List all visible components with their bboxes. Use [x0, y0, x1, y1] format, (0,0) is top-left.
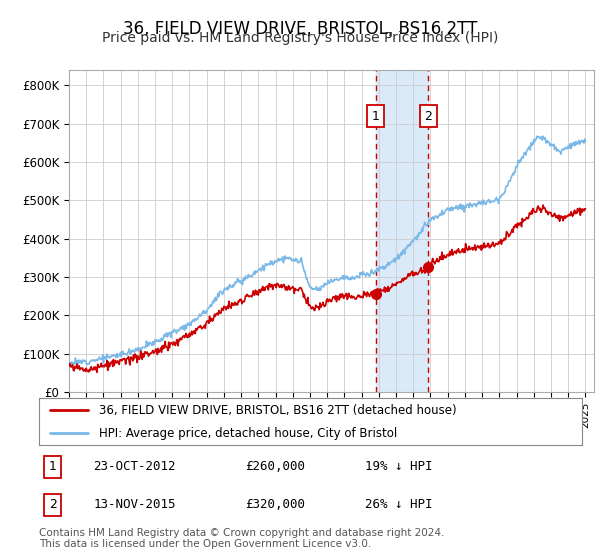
Bar	[376, 70, 428, 392]
Text: 19% ↓ HPI: 19% ↓ HPI	[365, 460, 432, 473]
Text: 2: 2	[424, 110, 432, 123]
Text: £320,000: £320,000	[245, 498, 305, 511]
Text: 13-NOV-2015: 13-NOV-2015	[94, 498, 176, 511]
Text: 36, FIELD VIEW DRIVE, BRISTOL, BS16 2TT: 36, FIELD VIEW DRIVE, BRISTOL, BS16 2TT	[123, 20, 477, 38]
Text: 1: 1	[371, 110, 380, 123]
Text: 2: 2	[49, 498, 56, 511]
Text: 36, FIELD VIEW DRIVE, BRISTOL, BS16 2TT (detached house): 36, FIELD VIEW DRIVE, BRISTOL, BS16 2TT …	[99, 404, 457, 417]
Text: 1: 1	[49, 460, 56, 473]
Text: Price paid vs. HM Land Registry's House Price Index (HPI): Price paid vs. HM Land Registry's House …	[102, 31, 498, 45]
Text: HPI: Average price, detached house, City of Bristol: HPI: Average price, detached house, City…	[99, 427, 397, 440]
Text: 23-OCT-2012: 23-OCT-2012	[94, 460, 176, 473]
Text: 26% ↓ HPI: 26% ↓ HPI	[365, 498, 432, 511]
Text: Contains HM Land Registry data © Crown copyright and database right 2024.
This d: Contains HM Land Registry data © Crown c…	[39, 528, 445, 549]
Text: £260,000: £260,000	[245, 460, 305, 473]
